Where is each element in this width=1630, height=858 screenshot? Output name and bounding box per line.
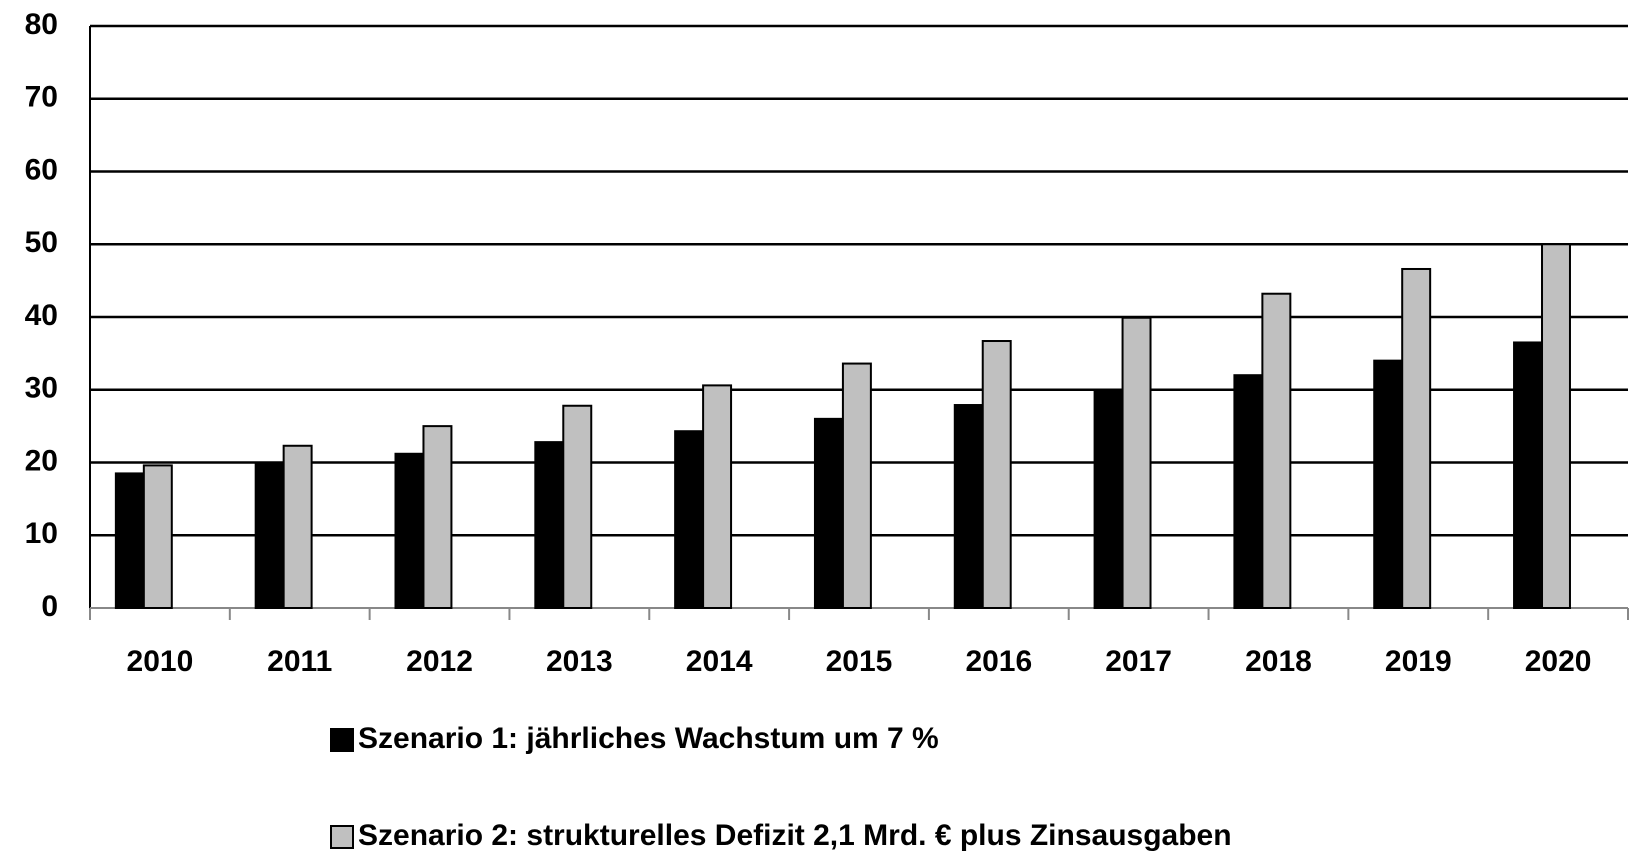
x-tick-label: 2019	[1385, 645, 1452, 678]
y-tick-label: 80	[25, 8, 58, 41]
bar	[534, 441, 565, 609]
bar	[1261, 292, 1292, 609]
bar	[1121, 316, 1152, 609]
bar	[1093, 388, 1124, 609]
y-tick-label: 60	[25, 153, 58, 186]
y-tick-label: 20	[25, 444, 58, 477]
bar	[953, 404, 984, 609]
bar	[282, 444, 313, 609]
y-tick-label: 10	[25, 517, 58, 550]
y-tick-label: 0	[41, 590, 58, 623]
x-tick-label: 2017	[1105, 645, 1172, 678]
y-tick-label: 70	[25, 81, 58, 114]
legend-swatch	[330, 728, 354, 752]
x-tick-label: 2013	[546, 645, 613, 678]
bar	[813, 417, 844, 609]
bar	[1541, 243, 1571, 609]
x-tick-label: 2016	[965, 645, 1032, 678]
bar	[674, 430, 705, 609]
x-tick-label: 2018	[1245, 645, 1312, 678]
bar	[1373, 359, 1404, 609]
bar	[702, 384, 733, 610]
bar	[114, 472, 145, 609]
bar	[1401, 267, 1432, 609]
bar	[981, 340, 1012, 609]
legend-swatch	[330, 825, 354, 849]
bar	[1513, 341, 1544, 609]
bar	[1233, 374, 1264, 610]
y-tick-label: 30	[25, 372, 58, 405]
legend-label: Szenario 2: strukturelles Defizit 2,1 Mr…	[358, 819, 1232, 852]
x-tick-label: 2014	[686, 645, 753, 678]
x-tick-label: 2010	[127, 645, 194, 678]
bar	[841, 362, 872, 609]
bar	[394, 452, 425, 609]
bar	[422, 425, 453, 609]
y-tick-label: 50	[25, 226, 58, 259]
y-tick-label: 40	[25, 299, 58, 332]
legend-label: Szenario 1: jährliches Wachstum um 7 %	[358, 722, 939, 755]
bar	[142, 464, 173, 609]
x-tick-label: 2011	[267, 645, 332, 678]
bar	[254, 461, 285, 609]
x-tick-label: 2012	[406, 645, 473, 678]
x-tick-label: 2015	[826, 645, 893, 678]
x-tick-label: 2020	[1525, 645, 1592, 678]
bar	[562, 404, 593, 609]
